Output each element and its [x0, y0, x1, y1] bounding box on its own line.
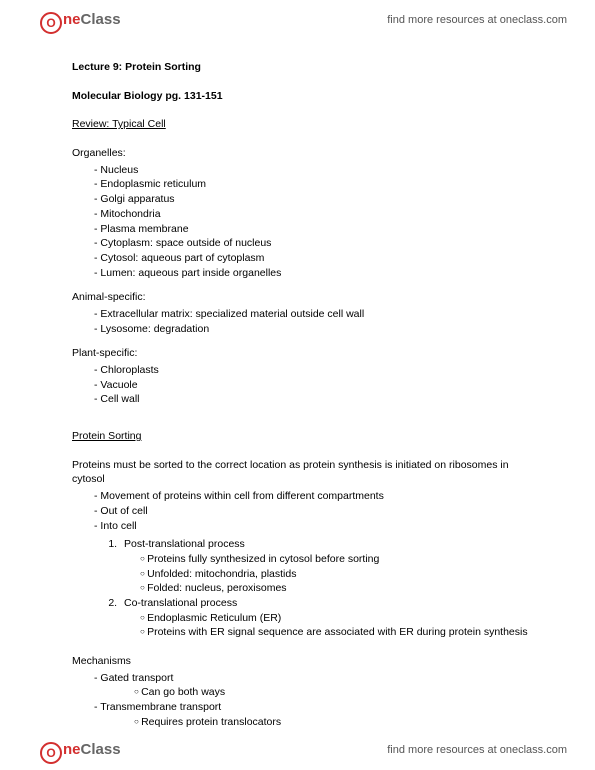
list-organelles: Nucleus Endoplasmic reticulum Golgi appa…	[72, 163, 542, 281]
label-organelles: Organelles:	[72, 146, 542, 161]
page-header: O ne Class find more resources at onecla…	[0, 0, 595, 40]
list-item: Lumen: aqueous part inside organelles	[106, 266, 542, 281]
brand-logo: O ne Class	[40, 9, 121, 31]
footer-resources-link[interactable]: find more resources at oneclass.com	[387, 744, 567, 756]
page-footer: O ne Class find more resources at onecla…	[0, 730, 595, 770]
logo-circle-glyph: O	[46, 16, 55, 30]
header-resources-link[interactable]: find more resources at oneclass.com	[387, 14, 567, 26]
list-item: Proteins with ER signal sequence are ass…	[154, 625, 542, 640]
list-item: Cell wall	[106, 392, 542, 407]
list-item: Proteins fully synthesized in cytosol be…	[154, 552, 542, 567]
list-item: Folded: nucleus, peroxisomes	[154, 581, 542, 596]
list-item: Lysosome: degradation	[106, 322, 542, 337]
list-item: Cytosol: aqueous part of cytoplasm	[106, 251, 542, 266]
brand-logo-footer: O ne Class	[40, 739, 121, 761]
sublist-gated: Can go both ways	[118, 685, 542, 700]
logo-text-class: Class	[81, 741, 121, 758]
logo-circle-icon: O	[40, 742, 62, 764]
list-mechanisms: Gated transport Can go both ways Transme…	[72, 671, 542, 730]
list-item-label: Co-translational process	[124, 597, 237, 609]
list-processes: Post-translational process Proteins full…	[72, 537, 542, 640]
list-item: Cytoplasm: space outside of nucleus	[106, 236, 542, 251]
list-item: Unfolded: mitochondria, plastids	[154, 567, 542, 582]
list-plant-specific: Chloroplasts Vacuole Cell wall	[72, 363, 542, 407]
list-item-gated: Gated transport Can go both ways	[106, 671, 542, 700]
list-animal-specific: Extracellular matrix: specialized materi…	[72, 307, 542, 336]
list-sorting-points: Movement of proteins within cell from di…	[72, 489, 542, 533]
para-sorting-intro: Proteins must be sorted to the correct l…	[72, 458, 542, 487]
list-item: Endoplasmic reticulum	[106, 177, 542, 192]
list-item: Mitochondria	[106, 207, 542, 222]
logo-text-class: Class	[81, 11, 121, 28]
list-item: Golgi apparatus	[106, 192, 542, 207]
list-item: Out of cell	[106, 504, 542, 519]
list-item: Into cell	[106, 519, 542, 534]
list-item-co-translational: Co-translational process Endoplasmic Ret…	[120, 596, 542, 640]
list-item-label: Post-translational process	[124, 538, 245, 550]
label-mechanisms: Mechanisms	[72, 654, 542, 669]
list-item-label: Gated transport	[100, 672, 173, 684]
document-body: Lecture 9: Protein Sorting Molecular Bio…	[72, 60, 542, 733]
lecture-title: Lecture 9: Protein Sorting	[72, 60, 542, 75]
list-item-transmembrane: Transmembrane transport Requires protein…	[106, 700, 542, 729]
list-item: Movement of proteins within cell from di…	[106, 489, 542, 504]
list-item-post-translational: Post-translational process Proteins full…	[120, 537, 542, 596]
list-item-label: Transmembrane transport	[100, 701, 221, 713]
list-item: Can go both ways	[148, 685, 542, 700]
logo-circle-glyph: O	[46, 746, 55, 760]
section-heading-sorting: Protein Sorting	[72, 429, 542, 444]
sublist-post-translational: Proteins fully synthesized in cytosol be…	[124, 552, 542, 596]
list-item: Requires protein translocators	[148, 715, 542, 730]
list-item: Chloroplasts	[106, 363, 542, 378]
logo-text-one: ne	[63, 11, 81, 28]
section-heading-review: Review: Typical Cell	[72, 117, 542, 132]
lecture-subtitle: Molecular Biology pg. 131-151	[72, 89, 542, 104]
list-item: Nucleus	[106, 163, 542, 178]
label-animal-specific: Animal-specific:	[72, 290, 542, 305]
sublist-transmembrane: Requires protein translocators	[118, 715, 542, 730]
logo-text-one: ne	[63, 741, 81, 758]
list-item: Endoplasmic Reticulum (ER)	[154, 611, 542, 626]
list-item: Extracellular matrix: specialized materi…	[106, 307, 542, 322]
list-item: Vacuole	[106, 378, 542, 393]
label-plant-specific: Plant-specific:	[72, 346, 542, 361]
sublist-co-translational: Endoplasmic Reticulum (ER) Proteins with…	[124, 611, 542, 640]
logo-circle-icon: O	[40, 12, 62, 34]
list-item: Plasma membrane	[106, 222, 542, 237]
